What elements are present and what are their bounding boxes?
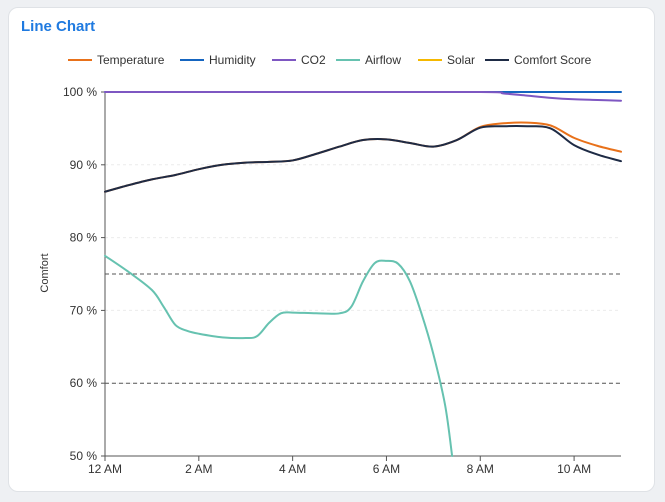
y-tick-label: 60 % — [70, 376, 98, 390]
series-line-airflow — [104, 254, 454, 457]
plot-area — [104, 90, 622, 457]
chart-legend: Temperature Humidity CO2 Airflow Solar Comfor… — [68, 53, 592, 67]
reference-lines — [105, 273, 621, 384]
legend-label-co2: CO2 — [301, 53, 326, 67]
series-line-comfort-score — [104, 124, 622, 193]
y-tick-label: 100 % — [63, 85, 97, 99]
x-tick-label: 6 AM — [373, 462, 400, 476]
legend-label-humidity: Humidity — [209, 53, 256, 67]
card-title: Line Chart — [21, 18, 96, 35]
y-tick-label: 90 % — [70, 158, 98, 172]
y-axis-title: Comfort — [39, 253, 51, 292]
series-line-co2 — [104, 90, 622, 102]
chart-grid — [105, 91, 621, 384]
x-tick-label: 10 AM — [557, 462, 591, 476]
y-tick-label: 70 % — [70, 303, 98, 317]
x-tick-label: 4 AM — [279, 462, 306, 476]
y-tick-label: 80 % — [70, 231, 98, 245]
legend-label-airflow: Airflow — [365, 53, 401, 67]
series-line-temperature — [104, 121, 622, 193]
chart-axes: 50 % 60 % 70 % 80 % 90 % 100 % 12 AM 2 AM 4 AM 6 … — [63, 85, 621, 476]
x-tick-label: 2 AM — [185, 462, 212, 476]
legend-label-comfort-score: Comfort Score — [514, 53, 592, 67]
legend-label-solar: Solar — [447, 53, 475, 67]
x-tick-label: 12 AM — [88, 462, 122, 476]
legend-label-temperature: Temperature — [97, 53, 165, 67]
x-tick-label: 8 AM — [467, 462, 494, 476]
y-tick-label: 50 % — [70, 449, 98, 463]
chart-card: Line Chart — [8, 7, 655, 492]
